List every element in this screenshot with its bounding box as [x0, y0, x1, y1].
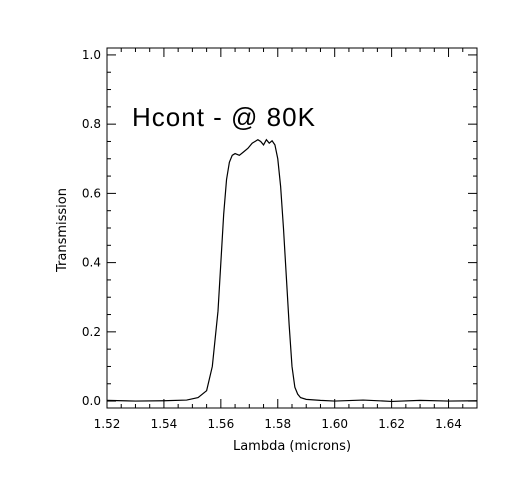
x-tick-label: 1.56	[207, 417, 234, 431]
x-tick-label: 1.60	[321, 417, 348, 431]
transmission-line	[106, 138, 478, 403]
y-tick-label: 0.0	[82, 394, 101, 408]
y-tick-label: 1.0	[82, 48, 101, 62]
y-tick-label: 0.4	[82, 256, 101, 270]
y-axis-label: Transmission	[55, 188, 70, 273]
x-tick-label: 1.64	[435, 417, 462, 431]
y-tick-label: 0.6	[82, 186, 101, 200]
y-axis-tick-labels: 0.0 0.2 0.4 0.6 0.8 1.0	[82, 48, 101, 408]
x-tick-label: 1.54	[151, 417, 178, 431]
x-axis-tick-labels: 1.52 1.54 1.56 1.58 1.60 1.62 1.64	[94, 417, 462, 431]
y-tick-label: 0.8	[82, 117, 101, 131]
chart-annotation: Hcont - @ 80K	[132, 102, 316, 132]
x-tick-label: 1.58	[264, 417, 291, 431]
x-tick-label: 1.52	[94, 417, 121, 431]
x-axis-ticks	[106, 48, 478, 408]
x-axis-label: Lambda (microns)	[233, 439, 351, 454]
y-tick-label: 0.2	[82, 325, 101, 339]
x-tick-label: 1.62	[378, 417, 405, 431]
